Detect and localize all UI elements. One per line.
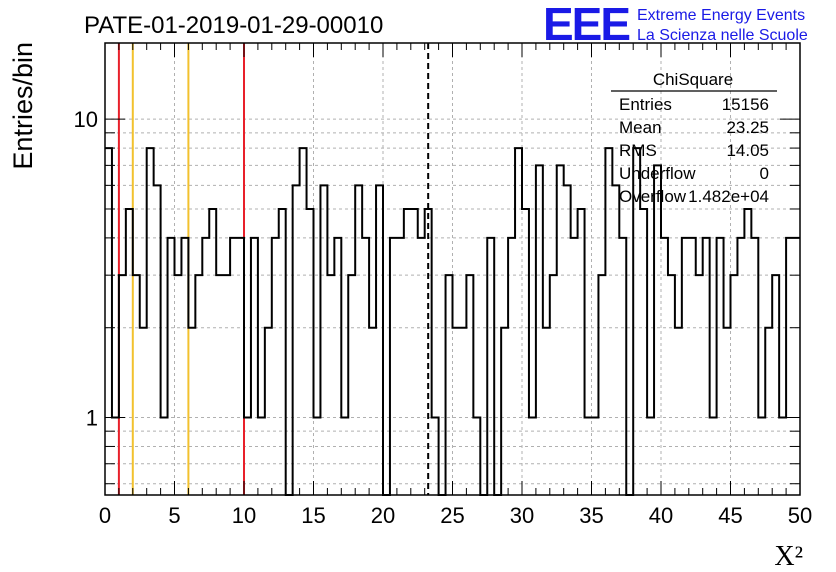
stats-title: ChiSquare [653,70,733,89]
stats-value-rms: 14.05 [726,141,769,160]
tick-labels: 0 5 10 15 20 25 30 35 40 45 50 1 10 [74,107,813,528]
x-tick-label: 35 [579,503,603,528]
stats-value-underflow: 0 [760,164,769,183]
x-axis-title: X² [774,541,803,572]
logo-line-1: Extreme Energy Events [637,7,805,24]
stats-box: ChiSquare Entries 15156 Mean 23.25 RMS 1… [611,70,777,206]
x-tick-label: 25 [440,503,464,528]
logo-line-2: La Scienza nelle Scuole [637,27,808,44]
stats-label-rms: RMS [619,141,657,160]
y-axis-title: Entries/bin [8,42,38,170]
logo-text: EEE [543,0,629,50]
x-tick-label: 15 [301,503,325,528]
y-tick-label: 10 [74,107,98,132]
histogram-series [105,147,800,496]
stats-label-mean: Mean [619,118,662,137]
x-tick-label: 50 [788,503,812,528]
eee-logo: EEE Extreme Energy Events La Scienza nel… [543,0,808,50]
stats-value-entries: 15156 [722,95,769,114]
stats-value-overflow: 1.482e+04 [688,187,769,206]
stats-label-entries: Entries [619,95,672,114]
stats-label-overflow: Overflow [619,187,687,206]
x-tick-label: 0 [99,503,111,528]
stats-label-underflow: Underflow [619,164,696,183]
axis-ticks [104,43,801,495]
x-tick-label: 20 [371,503,395,528]
x-tick-label: 5 [168,503,180,528]
x-tick-label: 40 [649,503,673,528]
run-title: PATE-01-2019-01-29-00010 [84,12,383,39]
y-tick-label: 1 [86,406,98,431]
x-tick-label: 45 [718,503,742,528]
x-tick-label: 10 [232,503,256,528]
x-tick-label: 30 [510,503,534,528]
stats-value-mean: 23.25 [726,118,769,137]
